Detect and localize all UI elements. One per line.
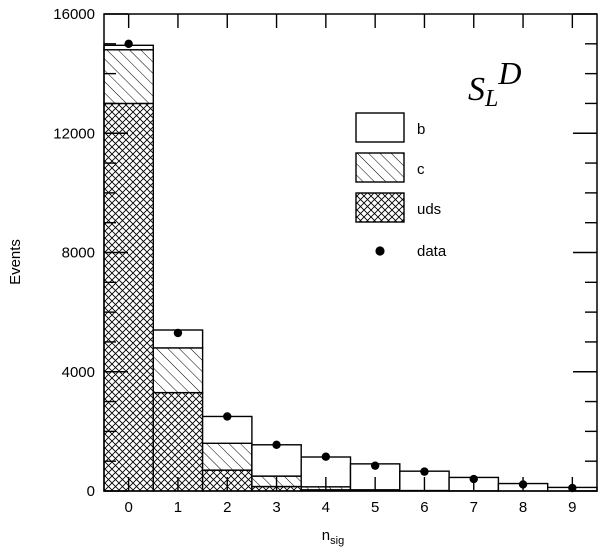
bar-uds-bin-1	[152, 391, 204, 492]
x-tick-label: 4	[322, 499, 330, 516]
legend-swatch-b	[355, 112, 405, 143]
corner-label-sub: L	[484, 86, 498, 112]
legend-label-data: data	[417, 243, 447, 260]
x-tick-label: 1	[174, 499, 182, 516]
legend-label-b: b	[417, 121, 425, 138]
y-tick-label: 0	[87, 483, 95, 500]
histogram-bars	[103, 44, 598, 492]
x-tick-label: 0	[124, 499, 132, 516]
x-tick-label: 8	[519, 499, 527, 516]
data-point-4	[321, 452, 331, 461]
data-point-6	[420, 467, 429, 476]
legend: b c uds data	[355, 112, 447, 260]
y-tick-label: 16000	[53, 6, 95, 23]
x-tick-label: 9	[568, 499, 576, 516]
x-tick-label: 7	[470, 499, 478, 516]
data-point-0	[124, 39, 133, 49]
data-point-5	[370, 461, 380, 470]
x-axis-label-sub: sig	[330, 535, 344, 547]
x-axis-label-main: n	[322, 527, 330, 544]
corner-label-main: S	[468, 71, 485, 108]
legend-marker-data	[375, 246, 385, 256]
legend-swatch-c	[355, 152, 405, 183]
y-tick-label: 12000	[53, 125, 95, 142]
bar-uds-bin-0	[103, 102, 154, 492]
y-tick-label: 4000	[62, 364, 95, 381]
y-tick-label: 8000	[62, 245, 95, 262]
x-tick-label: 6	[420, 499, 428, 516]
data-point-3	[272, 440, 281, 449]
bar-c-bin-0	[103, 49, 154, 105]
x-tick-label: 5	[371, 499, 379, 516]
x-tick-labels: 0 1 2 3 4 5 6 7 8 9	[124, 499, 576, 516]
data-point-1	[173, 328, 183, 338]
x-axis-label: nsig	[322, 527, 344, 547]
legend-label-c: c	[417, 161, 425, 178]
x-tick-label: 3	[272, 499, 280, 516]
legend-label-uds: uds	[417, 201, 441, 218]
y-tick-labels: 0 4000 8000 12000 16000	[53, 6, 95, 500]
data-point-2	[223, 412, 232, 421]
bar-c-bin-2	[201, 442, 253, 471]
corner-label: SLD	[468, 55, 521, 112]
x-tick-label: 2	[223, 499, 231, 516]
bar-b-bin-2	[201, 415, 253, 444]
y-axis-label: Events	[7, 239, 24, 285]
corner-label-sup: D	[497, 55, 521, 91]
bar-b-bin-3	[251, 444, 302, 477]
plot-frame	[103, 13, 598, 492]
legend-swatch-uds	[355, 192, 405, 223]
bar-c-bin-1	[152, 347, 204, 394]
